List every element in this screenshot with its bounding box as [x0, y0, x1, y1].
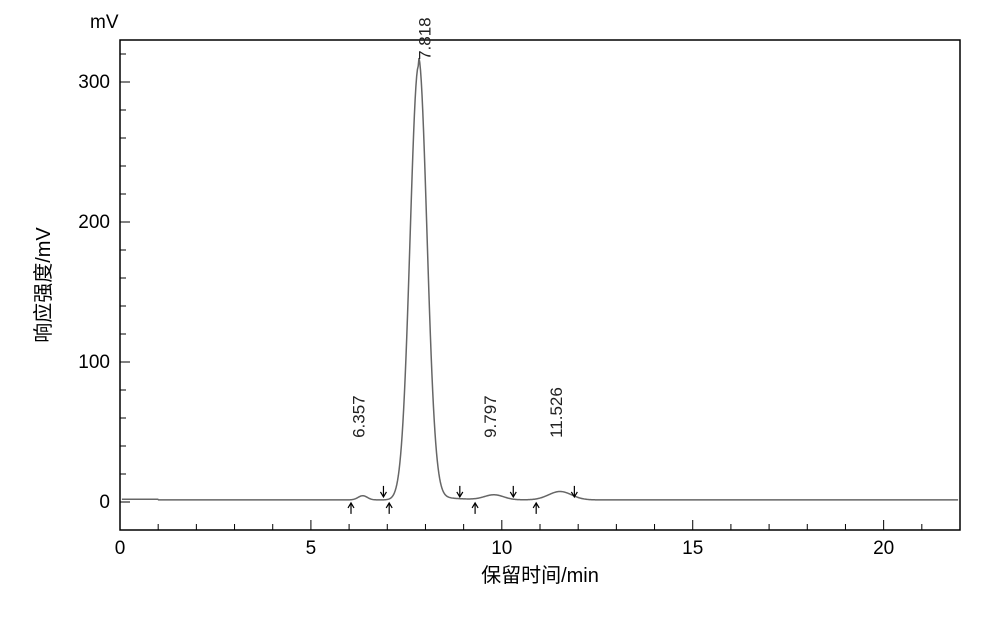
x-tick-label: 15 [682, 538, 703, 559]
y-unit-label: mV [90, 12, 119, 33]
x-tick-label: 10 [491, 538, 512, 559]
chromatogram-chart: 0 5 10 15 20 保留时间/min 0 100 200 300 响应强度/mV mV 6.357… [0, 0, 1000, 620]
chromatogram-trace [122, 58, 958, 500]
y-tick-label: 0 [99, 492, 110, 513]
x-axis-label: 保留时间/min [481, 564, 599, 587]
chart-container: 0 5 10 15 20 保留时间/min 0 100 200 300 响应强度/mV mV 6.357… [0, 0, 1000, 620]
plot-frame [120, 40, 960, 530]
x-tick-label: 5 [306, 538, 317, 559]
x-tick-label: 0 [115, 538, 126, 559]
peak-label: 6.357 [350, 395, 369, 438]
peak-label: 7.818 [416, 17, 435, 60]
y-tick-label: 200 [78, 212, 110, 233]
peak-label: 11.526 [547, 387, 566, 438]
y-tick-label: 100 [78, 352, 110, 373]
x-tick-label: 20 [873, 538, 894, 559]
y-axis-label: 响应强度/mV [32, 227, 55, 343]
y-tick-label: 300 [78, 72, 110, 93]
peak-label: 9.797 [481, 395, 500, 438]
